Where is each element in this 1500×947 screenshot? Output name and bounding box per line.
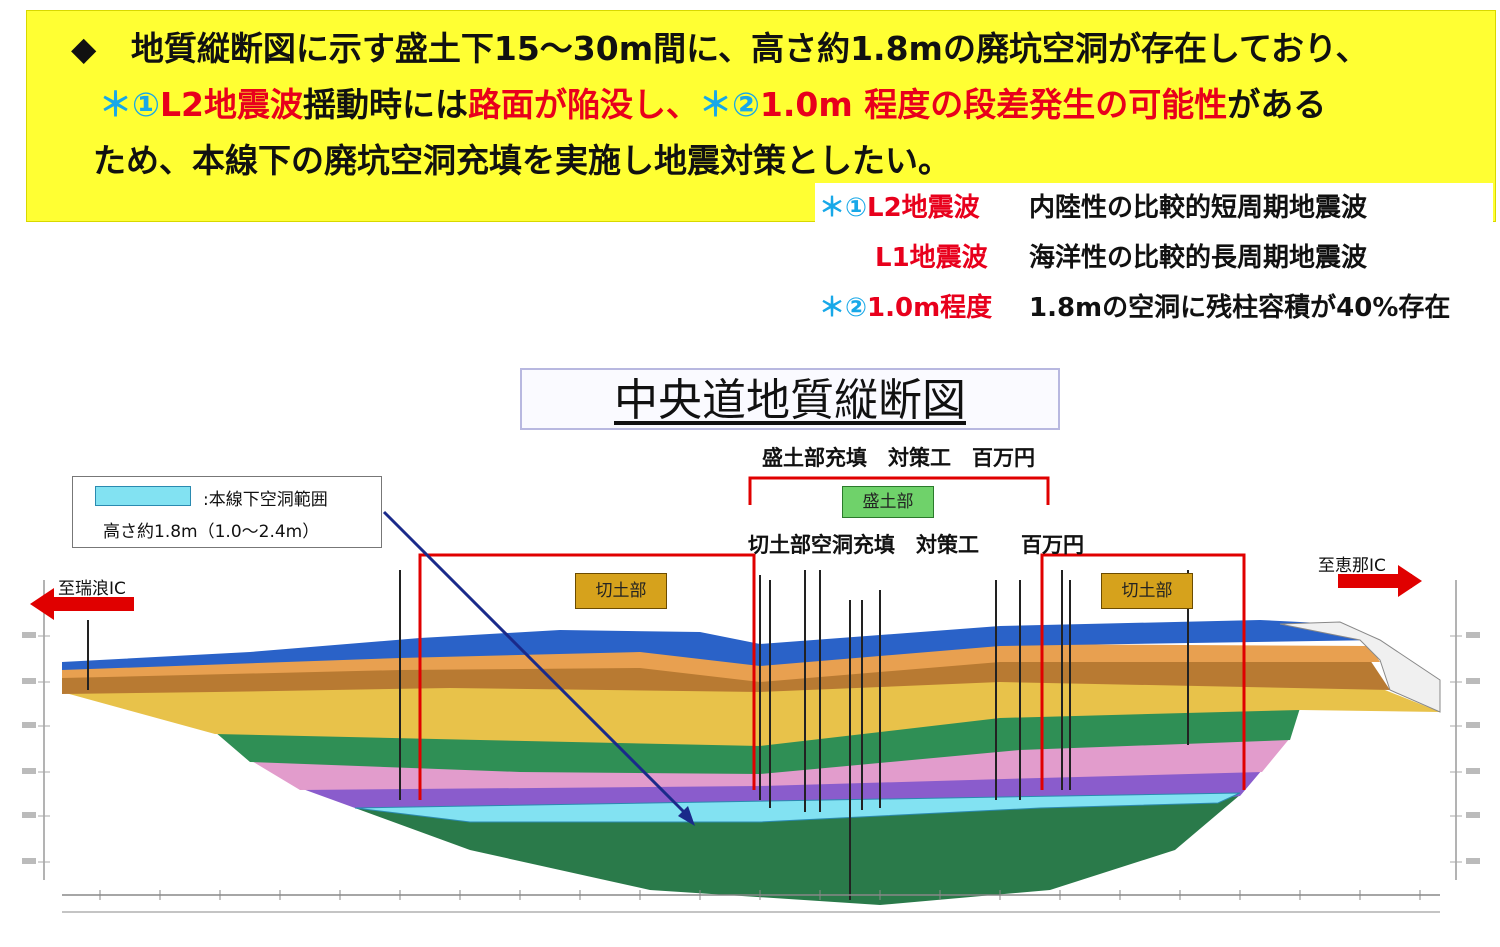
- cut-right-tag: 切土部: [1101, 573, 1193, 609]
- legend-swatch: [95, 486, 191, 506]
- note-row-1-desc: 内陸性の比較的短周期地震波: [1029, 193, 1368, 223]
- to-ena-label: 至恵那IC: [1318, 556, 1386, 576]
- footnotes-panel: ＊①L2地震波 内陸性の比較的短周期地震波 L1地震波 海洋性の比較的長周期地震…: [815, 183, 1493, 323]
- arrow-left-icon: [30, 588, 134, 620]
- note-row-3: ＊②1.0m程度: [819, 293, 993, 323]
- diagram-title: 中央道地質縦断図: [614, 375, 966, 426]
- bullet-icon: ◆: [71, 29, 97, 68]
- to-mizunami-label: 至瑞浪IC: [58, 579, 126, 599]
- note-row-3-desc: 1.8mの空洞に残柱容積が40%存在: [1029, 293, 1451, 323]
- layer-yellow: [62, 680, 1440, 746]
- cut-fill-cost-label: 切土部空洞充填 対策工 百万円: [748, 533, 1084, 557]
- layer-orange: [62, 644, 1380, 682]
- banner-line-2: ＊①L2地震波揺動時には路面が陥没し、＊②1.0m 程度の段差発生の可能性がある: [99, 85, 1327, 124]
- banner-line-3: ため、本線下の廃坑空洞充填を実施し地震対策としたい。: [93, 141, 951, 180]
- layer-green: [215, 708, 1300, 774]
- boreholes: [87, 570, 1189, 900]
- fill-cost-label: 盛土部充填 対策工 百万円: [762, 446, 1035, 470]
- cavity-arrow: [382, 510, 695, 826]
- l2-wave-text: L2地震波: [159, 85, 303, 124]
- note-row-1: ＊①L2地震波: [819, 193, 980, 223]
- diagram-title-box: 中央道地質縦断図: [520, 368, 1060, 430]
- bottom-scale: [62, 890, 1440, 913]
- cut-left-tag: 切土部: [575, 573, 667, 609]
- note-row-2: L1地震波: [875, 243, 988, 273]
- layer-pink: [250, 738, 1290, 790]
- collapse-text: 路面が陥没し、: [467, 85, 699, 124]
- left-elevation-axis: [22, 580, 50, 880]
- note-row-2-desc: 海洋性の比較的長周期地震波: [1029, 243, 1368, 273]
- asterisk-mark-1: ＊①: [99, 85, 160, 124]
- layer-blue: [62, 620, 1380, 670]
- step-text: 1.0m 程度の段差発生の可能性: [759, 85, 1228, 124]
- legend-box: :本線下空洞範囲 高さ約1.8m（1.0～2.4m）: [72, 476, 382, 548]
- hill-right: [1279, 621, 1441, 713]
- red-frames: [418, 476, 1246, 800]
- asterisk-mark-2: ＊②: [698, 85, 760, 124]
- right-elevation-axis: [1450, 580, 1480, 880]
- cavity-band: [354, 792, 1241, 823]
- banner-line-1: ◆ 地質縦断図に示す盛土下15～30m間に、高さ約1.8mの廃坑空洞が存在してお…: [71, 29, 1369, 68]
- legend-height: 高さ約1.8m（1.0～2.4m）: [103, 522, 320, 542]
- arrow-right-icon: [1338, 565, 1422, 597]
- legend-label: :本線下空洞範囲: [203, 490, 328, 510]
- embankment-tag: 盛土部: [842, 486, 934, 518]
- summary-banner: ◆ 地質縦断図に示す盛土下15～30m間に、高さ約1.8mの廃坑空洞が存在してお…: [26, 10, 1496, 222]
